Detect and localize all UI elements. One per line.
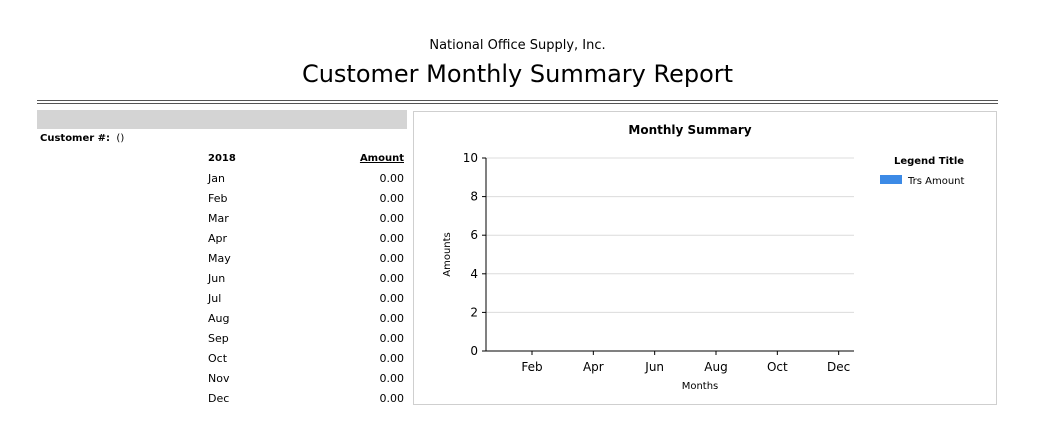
table-row-month: Feb xyxy=(208,192,228,205)
table-row-amount: 0.00 xyxy=(379,292,405,305)
table-row-amount: 0.00 xyxy=(379,312,405,325)
chart-title: Monthly Summary xyxy=(628,123,751,137)
chart-panel: Monthly Summary 0 2 4 6 8 10 Feb Apr Jun Aug Oct Dec… xyxy=(413,111,997,405)
table-row-month: Jun xyxy=(208,272,226,285)
y-axis-label: Amounts xyxy=(442,232,453,277)
table-row-month: May xyxy=(208,252,231,265)
table-row-amount: 0.00 xyxy=(379,252,405,265)
table-row-month: Oct xyxy=(208,352,228,365)
x-axis-label: Months xyxy=(682,381,719,392)
legend-label: Trs Amount xyxy=(907,176,965,187)
legend-title: Legend Title xyxy=(894,156,964,167)
table-row-amount: 0.00 xyxy=(379,272,405,285)
year-header: 2018 xyxy=(208,153,236,164)
table-row-amount: 0.00 xyxy=(379,392,405,405)
header-divider-bottom xyxy=(37,103,998,104)
x-tick-label: Aug xyxy=(704,360,727,374)
table-row-month: Jul xyxy=(208,292,222,305)
table-row-month: Dec xyxy=(208,392,230,405)
table-row-amount: 0.00 xyxy=(379,172,405,185)
table-row-amount: 0.00 xyxy=(379,352,405,365)
y-tick-label: 4 xyxy=(470,267,478,281)
table-row-month: Mar xyxy=(208,212,229,225)
table-row-amount: 0.00 xyxy=(379,332,405,345)
y-tick-label: 8 xyxy=(470,190,478,204)
table-row-amount: 0.00 xyxy=(379,372,405,385)
x-tick-label: Feb xyxy=(521,360,542,374)
legend-swatch xyxy=(880,175,902,184)
customer-label: Customer #: xyxy=(40,133,111,144)
table-row-month: Apr xyxy=(208,232,228,245)
x-tick-label: Jun xyxy=(644,360,664,374)
table-row-month: Aug xyxy=(208,312,230,325)
y-tick-label: 0 xyxy=(470,344,478,358)
company-name: National Office Supply, Inc. xyxy=(429,38,606,53)
y-tick-label: 6 xyxy=(470,228,478,242)
y-tick-label: 2 xyxy=(470,305,478,319)
table-row-month: Sep xyxy=(208,332,229,345)
monthly-summary-chart: Monthly Summary 0 2 4 6 8 10 Feb Apr Jun Aug Oct Dec… xyxy=(442,123,965,392)
table-row-month: Jan xyxy=(208,172,225,185)
customer-line: Customer #: () xyxy=(40,133,124,144)
table-row-month: Nov xyxy=(208,372,230,385)
table-row-amount: 0.00 xyxy=(379,212,405,225)
header-divider-top xyxy=(37,100,998,101)
x-tick-label: Dec xyxy=(827,360,850,374)
customer-band xyxy=(37,110,407,129)
y-tick-label: 10 xyxy=(463,151,478,165)
amount-header: Amount xyxy=(359,153,404,164)
x-tick-label: Apr xyxy=(583,360,604,374)
table-row-amount: 0.00 xyxy=(379,192,405,205)
customer-value: () xyxy=(116,133,125,144)
table-row-amount: 0.00 xyxy=(379,232,405,245)
report-title: Customer Monthly Summary Report xyxy=(301,60,734,88)
x-tick-label: Oct xyxy=(767,360,788,374)
